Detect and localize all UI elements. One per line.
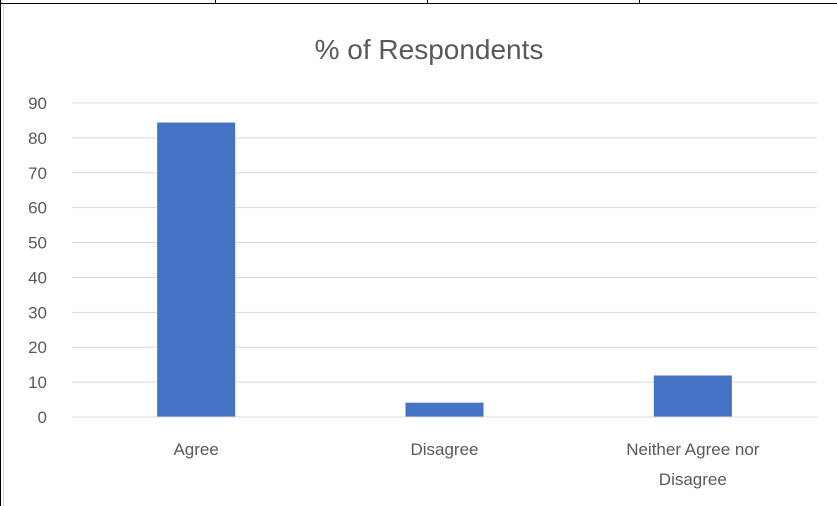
y-tick-label: 0 — [38, 408, 47, 427]
x-axis-tick-labels: Agree Disagree Neither Agree nor Disagree — [173, 440, 759, 489]
x-tick-label: Disagree — [659, 470, 727, 489]
y-tick-label: 80 — [28, 129, 47, 148]
bars — [157, 122, 732, 417]
bar — [157, 122, 236, 417]
bar — [653, 375, 732, 417]
y-tick-label: 10 — [28, 373, 47, 392]
y-tick-label: 70 — [28, 164, 47, 183]
y-tick-label: 90 — [28, 94, 47, 113]
x-tick-label: Agree — [173, 440, 218, 459]
y-axis-tick-labels: 0 10 20 30 40 50 60 70 80 90 — [28, 94, 47, 427]
x-tick-label: Disagree — [410, 440, 478, 459]
y-tick-label: 30 — [28, 303, 47, 322]
y-tick-label: 40 — [28, 268, 47, 287]
x-tick-label: Neither Agree nor — [626, 440, 760, 459]
y-tick-label: 20 — [28, 338, 47, 357]
bar — [405, 402, 484, 417]
chart-title: % of Respondents — [315, 34, 544, 65]
y-tick-label: 50 — [28, 234, 47, 253]
y-tick-label: 60 — [28, 199, 47, 218]
